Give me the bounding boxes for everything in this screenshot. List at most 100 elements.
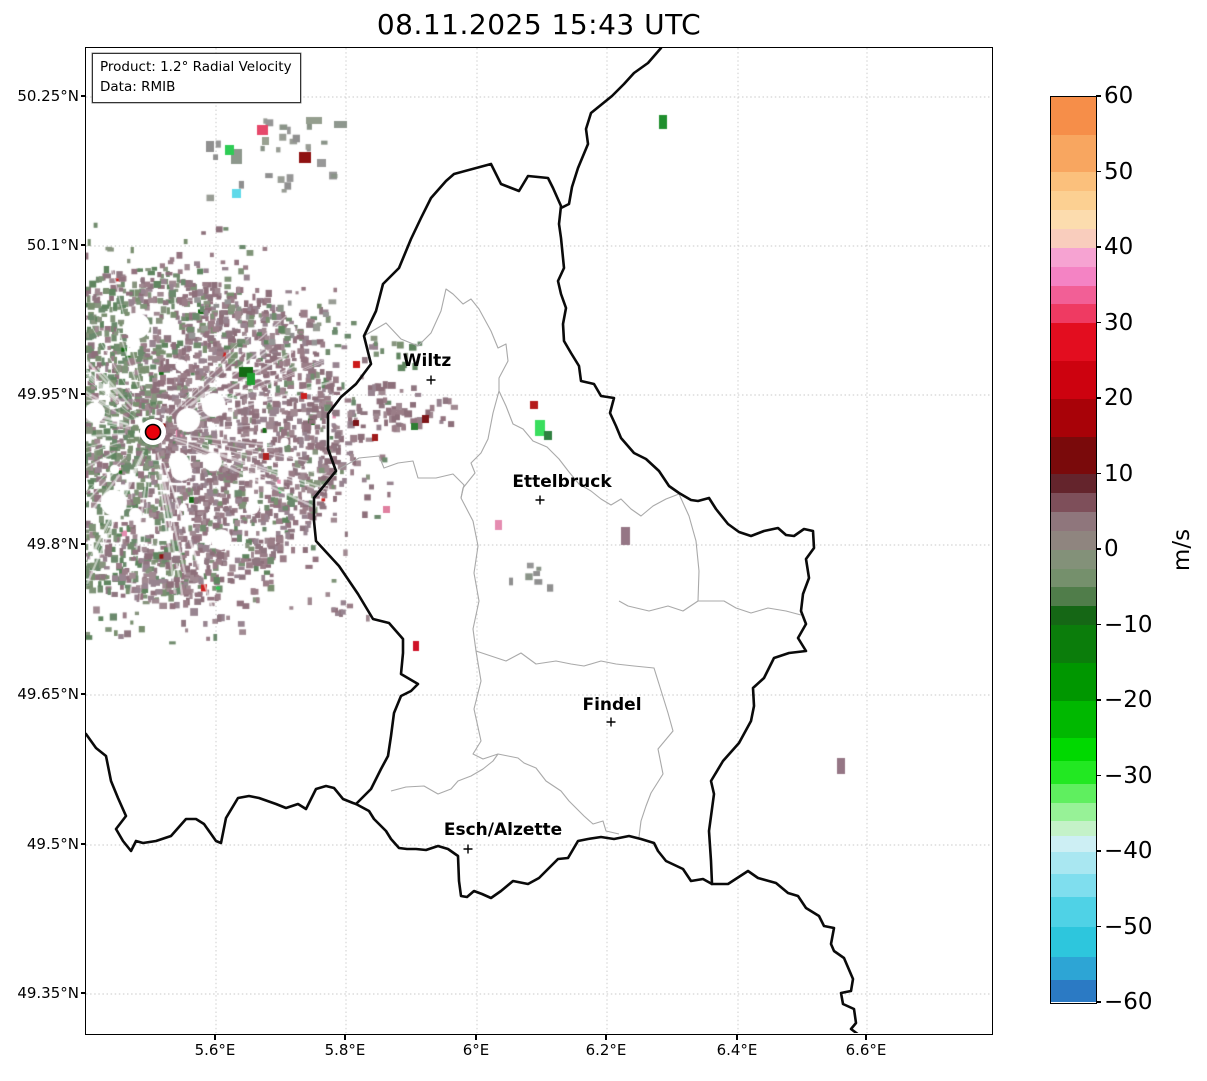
colorbar-tick-label: −50 — [1104, 913, 1153, 940]
colorbar-segment — [1051, 285, 1096, 305]
colorbar-tick-label: 0 — [1104, 536, 1119, 562]
city-plus-marker — [606, 717, 616, 727]
colorbar-segment — [1051, 979, 1096, 1003]
city-plus-marker — [426, 375, 436, 385]
city-markers — [426, 375, 616, 854]
belgium-france-border — [86, 732, 358, 853]
city-label-esch-alzette: Esch/Alzette — [443, 820, 563, 840]
colorbar-tick-mark — [1096, 548, 1101, 550]
city-label-findel: Findel — [582, 695, 642, 715]
colorbar-tick-mark — [1096, 925, 1101, 928]
country-borders — [86, 48, 859, 1033]
x-tick-label: 6°E — [462, 1041, 490, 1059]
colorbar-segment — [1051, 323, 1096, 362]
colorbar-tick-label: −10 — [1104, 611, 1153, 638]
colorbar-segment — [1051, 662, 1096, 701]
x-tick-label: 5.6°E — [194, 1041, 236, 1059]
x-tick-mark — [214, 1035, 216, 1040]
x-tick-label: 6.4°E — [716, 1041, 758, 1059]
colorbar-tick-mark — [1096, 170, 1101, 173]
colorbar-tick-label: 60 — [1104, 83, 1134, 109]
colorbar-segment — [1051, 587, 1096, 607]
colorbar-segment — [1051, 761, 1096, 784]
y-tick-mark — [80, 543, 85, 545]
radar-site-marker — [140, 419, 166, 445]
colorbar — [1050, 96, 1097, 1004]
product-legend: Product: 1.2° Radial Velocity Data: RMIB — [92, 53, 301, 103]
colorbar-tick-label: 40 — [1104, 234, 1134, 260]
colorbar-segment — [1051, 896, 1096, 928]
colorbar-segment — [1051, 530, 1096, 550]
y-tick-mark — [80, 393, 85, 395]
y-tick-label: 49.35°N — [17, 984, 79, 1002]
x-tick-mark — [605, 1035, 607, 1040]
colorbar-segment — [1051, 266, 1096, 286]
colorbar-segment — [1051, 493, 1096, 512]
colorbar-segment — [1051, 229, 1096, 248]
colorbar-unit-label: m/s — [1169, 528, 1195, 572]
colorbar-tick-label: 30 — [1104, 309, 1134, 336]
colorbar-segment — [1051, 927, 1096, 958]
colorbar-segment — [1051, 836, 1096, 852]
colorbar-segment — [1051, 957, 1096, 980]
x-tick-label: 5.8°E — [324, 1041, 366, 1059]
y-tick-label: 49.95°N — [17, 385, 79, 403]
x-tick-label: 6.6°E — [845, 1041, 887, 1059]
y-tick-mark — [80, 244, 85, 246]
colorbar-segment — [1051, 738, 1096, 761]
y-tick-mark — [80, 95, 85, 97]
colorbar-segment — [1051, 821, 1096, 837]
colorbar-segment — [1051, 191, 1096, 211]
colorbar-tick-label: 50 — [1104, 158, 1134, 185]
y-tick-label: 49.65°N — [17, 685, 79, 703]
colorbar-tick-label: 10 — [1104, 460, 1134, 487]
border-layer — [86, 48, 859, 1033]
colorbar-segment — [1051, 783, 1096, 803]
figure-title: 08.11.2025 15:43 UTC — [376, 8, 702, 41]
x-tick-mark — [475, 1035, 477, 1040]
colorbar-tick-mark — [1096, 774, 1101, 777]
y-tick-mark — [80, 693, 85, 695]
colorbar-segment — [1051, 361, 1096, 399]
colorbar-segment — [1051, 625, 1096, 663]
colorbar-segment — [1051, 549, 1096, 569]
city-label-wiltz: Wiltz — [402, 351, 452, 371]
y-tick-label: 50.25°N — [17, 87, 79, 105]
colorbar-segment — [1051, 172, 1096, 192]
colorbar-segment — [1051, 304, 1096, 324]
x-tick-mark — [736, 1035, 738, 1040]
colorbar-segment — [1051, 247, 1096, 267]
colorbar-segment — [1051, 874, 1096, 897]
colorbar-tick-mark — [1096, 95, 1101, 97]
y-tick-label: 50.1°N — [26, 236, 79, 254]
colorbar-tick-mark — [1096, 472, 1101, 475]
y-tick-label: 49.5°N — [26, 835, 79, 853]
colorbar-segment — [1051, 851, 1096, 875]
colorbar-segment — [1051, 436, 1096, 475]
colorbar-segment — [1051, 134, 1096, 173]
x-tick-label: 6.2°E — [585, 1041, 627, 1059]
city-plus-marker — [535, 495, 545, 505]
legend-data-line: Data: RMIB — [100, 79, 176, 96]
colorbar-tick-label: 20 — [1104, 385, 1134, 411]
colorbar-tick-label: −40 — [1104, 838, 1153, 864]
y-tick-mark — [80, 843, 85, 845]
y-tick-mark — [80, 992, 85, 994]
x-tick-mark — [344, 1035, 346, 1040]
colorbar-tick-label: −30 — [1104, 762, 1153, 789]
colorbar-segment — [1051, 97, 1096, 135]
colorbar-tick-mark — [1096, 246, 1101, 248]
belgium-germany-border — [559, 48, 663, 210]
legend-product-line: Product: 1.2° Radial Velocity — [100, 59, 292, 75]
y-tick-label: 49.8°N — [26, 535, 79, 553]
district-borders — [338, 288, 802, 838]
colorbar-segment — [1051, 700, 1096, 739]
colorbar-segment — [1051, 606, 1096, 626]
colorbar-gradient — [1051, 97, 1096, 1003]
luxembourg-outline — [312, 162, 816, 900]
colorbar-tick-mark — [1096, 321, 1101, 324]
city-plus-marker — [463, 844, 473, 854]
colorbar-segment — [1051, 474, 1096, 494]
colorbar-tick-label: −60 — [1104, 989, 1153, 1015]
colorbar-segment — [1051, 398, 1096, 437]
